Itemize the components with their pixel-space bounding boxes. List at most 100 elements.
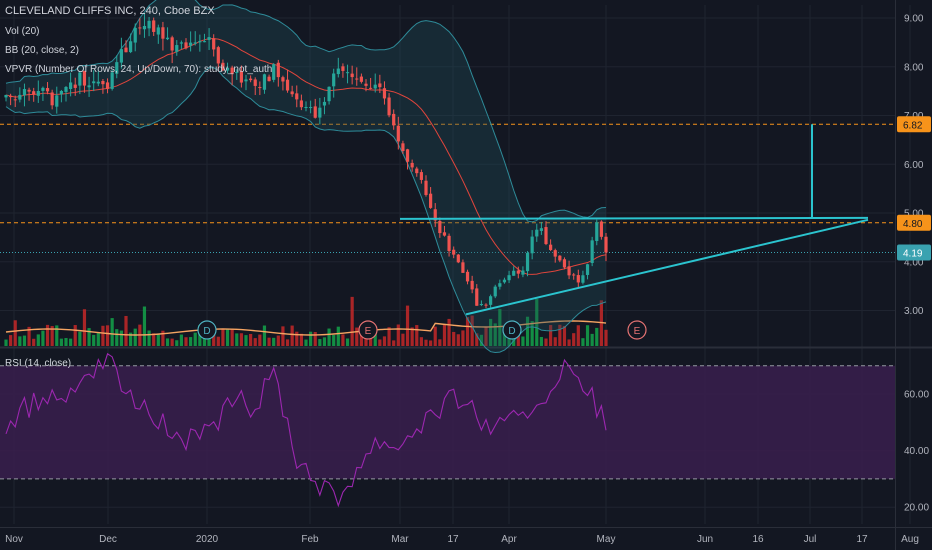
candle-body	[267, 76, 271, 82]
candle-body	[64, 86, 68, 92]
candle-body	[142, 25, 147, 30]
volume-bar	[221, 329, 225, 346]
price-label: 4.19	[897, 244, 931, 261]
candle-body	[590, 240, 594, 263]
volume-bar	[133, 328, 137, 346]
candle-body	[373, 84, 377, 89]
legend-rsi[interactable]: RSI (14, close)	[5, 358, 72, 369]
candle-body	[105, 82, 110, 89]
volume-bar	[4, 339, 8, 346]
volume-bar	[590, 333, 594, 346]
candle-body	[424, 180, 428, 195]
volume-bar	[604, 329, 608, 346]
candle-body	[253, 79, 257, 86]
price-label: 6.82	[897, 116, 931, 133]
candle-body	[179, 42, 183, 44]
candle-body	[272, 64, 276, 80]
volume-bar	[82, 309, 87, 346]
volume-bar	[193, 332, 197, 346]
candle-body	[369, 87, 373, 89]
candle-body	[101, 80, 105, 85]
earnings-marker[interactable]: E	[627, 320, 647, 340]
candle-body	[235, 72, 239, 74]
volume-bar	[59, 338, 63, 346]
candle-body	[396, 125, 400, 142]
candle-body	[438, 221, 442, 234]
dividend-marker[interactable]: D	[502, 320, 522, 340]
trendline-resistance[interactable]	[399, 216, 869, 220]
candle-body	[410, 162, 414, 168]
candle-body	[558, 255, 562, 261]
candle-body	[124, 47, 128, 53]
volume-bar	[184, 337, 188, 346]
candle-body	[327, 86, 331, 102]
volume-bar	[558, 324, 562, 346]
candle-body	[479, 304, 483, 306]
candle-body	[382, 88, 387, 99]
time-axis-tick: Feb	[301, 534, 319, 545]
time-axis-tick: 16	[752, 534, 764, 545]
volume-bar	[262, 325, 267, 346]
candle-body	[50, 92, 54, 106]
candle-body	[189, 42, 193, 46]
candle-body	[249, 78, 253, 81]
legend-vol[interactable]: Vol (20)	[5, 26, 40, 37]
volume-bar	[175, 340, 179, 346]
time-axis-tick: Apr	[501, 534, 517, 545]
candle-body	[27, 89, 31, 92]
volume-bar	[498, 309, 502, 346]
candle-body	[604, 236, 608, 253]
legend-bb[interactable]: BB (20, close, 2)	[5, 45, 79, 56]
candle-body	[461, 262, 465, 273]
bb-fill	[6, 0, 606, 353]
volume-bar	[581, 338, 585, 346]
volume-bar	[249, 333, 253, 346]
time-axis-tick: Mar	[391, 534, 409, 545]
volume-bar	[18, 336, 22, 346]
volume-bar	[78, 331, 82, 346]
volume-bar	[549, 325, 553, 346]
candle-body	[193, 42, 197, 44]
time-axis-tick: Nov	[5, 534, 23, 545]
rsi-line	[5, 352, 607, 508]
candle-body	[4, 94, 8, 98]
candle-body	[332, 73, 336, 87]
candle-body	[156, 27, 160, 35]
candle-body	[55, 95, 59, 107]
volume-bar	[239, 333, 243, 346]
volume-bar	[438, 339, 442, 346]
candle-body	[585, 264, 590, 275]
chart-title: CLEVELAND CLIFFS INC, 240, Cboe BZX	[5, 5, 215, 17]
candle-body	[456, 254, 460, 263]
candle-body	[549, 244, 553, 250]
candle-body	[295, 93, 299, 100]
volume-bar	[484, 326, 488, 346]
candle-body	[129, 41, 133, 53]
bb-lower	[5, 67, 607, 353]
volume-bar	[369, 335, 373, 346]
candle-body	[198, 41, 202, 43]
candle-body	[147, 20, 151, 29]
candle-body	[73, 84, 77, 88]
candle-body	[507, 275, 511, 281]
candle-body	[452, 249, 456, 255]
trendlines[interactable]	[399, 124, 869, 316]
dividend-marker[interactable]: D	[197, 320, 217, 340]
volume-bar	[350, 296, 354, 346]
candle-body	[350, 73, 354, 78]
volume-bar	[105, 325, 110, 346]
candle-body	[110, 72, 114, 89]
volume-bar	[230, 328, 234, 346]
price-axis-tick: 8.00	[904, 62, 924, 73]
trendline-ascending-support[interactable]	[465, 218, 869, 316]
earnings-marker[interactable]: E	[358, 320, 378, 340]
candle-body	[572, 274, 576, 276]
volume-bar	[387, 327, 391, 346]
candle-body	[475, 288, 479, 306]
volume-bar	[539, 336, 543, 346]
volume-bar	[553, 337, 557, 346]
legend-vpvr[interactable]: VPVR (Number Of Rows, 24, Up/Down, 70): …	[5, 64, 273, 75]
